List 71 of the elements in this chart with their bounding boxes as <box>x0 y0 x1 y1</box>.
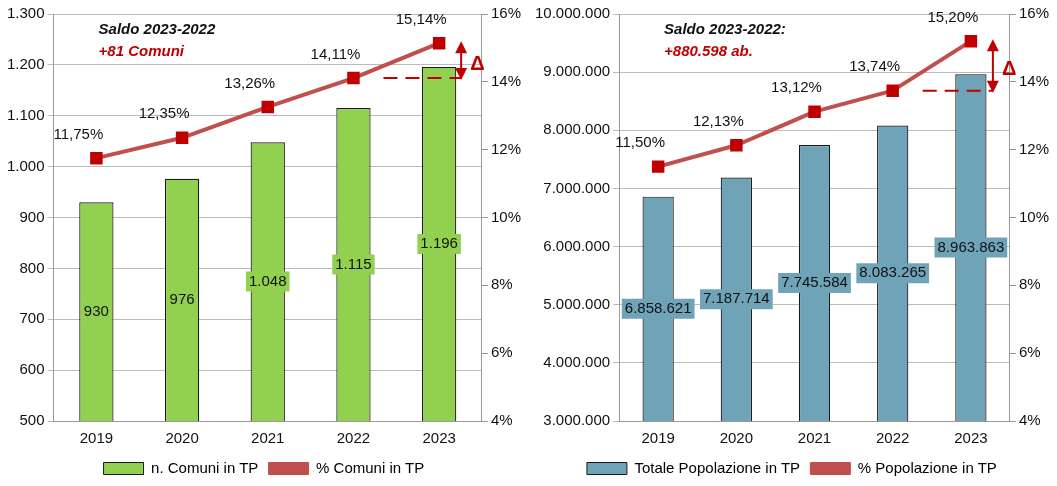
data-label: 976 <box>169 290 195 308</box>
y2-tick-label: 6% <box>1018 343 1041 361</box>
data-label: 7.187.714 <box>702 289 770 307</box>
y-tick-label: 1.300 <box>6 4 45 22</box>
data-label: 8.963.863 <box>937 237 1005 255</box>
data-label: 13,12% <box>771 78 822 96</box>
y2-tick-label: 8% <box>490 275 513 293</box>
data-label: 11,50% <box>615 133 666 151</box>
y-tick-label: 1.000 <box>6 156 45 174</box>
annotation: Δ <box>1001 57 1017 80</box>
data-label: 15,14% <box>395 9 447 27</box>
y-tick-label: 5.000.000 <box>543 294 611 312</box>
data-label: 13,74% <box>849 57 901 75</box>
data-label: 12,35% <box>138 104 190 122</box>
data-label: 930 <box>83 301 109 319</box>
y-tick-label: 9.000.000 <box>543 62 611 80</box>
annotation: Saldo 2023-2022 <box>98 19 216 37</box>
x-tick-label: 2021 <box>251 429 285 447</box>
data-label: 14,11% <box>310 44 361 62</box>
y-tick-label: 600 <box>19 360 45 378</box>
x-tick-label: 2021 <box>797 429 832 447</box>
y2-tick-label: 14% <box>1018 71 1050 89</box>
x-tick-label: 2023 <box>422 429 456 447</box>
y2-tick-label: 12% <box>490 139 522 157</box>
y-tick-label: 1.100 <box>6 105 45 123</box>
x-tick-label: 2023 <box>954 429 988 447</box>
y2-tick-label: 4% <box>490 411 513 429</box>
y2-tick-label: 12% <box>1018 139 1050 157</box>
data-label: 7.745.584 <box>781 273 848 291</box>
x-tick-label: 2019 <box>79 429 114 447</box>
y-tick-label: 700 <box>19 309 45 327</box>
annotation: +81 Comuni <box>98 41 185 59</box>
y-tick-label: 4.000.000 <box>543 353 611 370</box>
data-label: 6.858.621 <box>624 298 692 316</box>
y-tick-label: 500 <box>19 411 45 429</box>
x-tick-label: 2022 <box>876 429 910 447</box>
annotation: Saldo 2023-2022: <box>664 19 786 37</box>
y2-tick-label: 16% <box>1018 4 1050 22</box>
data-label: 1.115 <box>335 254 372 272</box>
y2-tick-label: 10% <box>490 207 522 225</box>
y-tick-label: 8.000.000 <box>543 120 611 138</box>
data-label: 15,20% <box>927 7 979 25</box>
y2-tick-label: 14% <box>490 71 522 89</box>
x-tick-label: 2019 <box>641 429 675 447</box>
x-tick-label: 2020 <box>719 429 754 447</box>
y-tick-label: 7.000.000 <box>543 178 611 196</box>
data-label: 11,75% <box>53 124 104 142</box>
legend-label: Totale Popolazione in TP <box>634 458 801 476</box>
data-label: 1.196 <box>420 234 458 252</box>
x-tick-label: 2022 <box>336 429 371 447</box>
y-tick-label: 6.000.000 <box>543 236 611 254</box>
legend-label: % Popolazione in TP <box>857 458 997 476</box>
annotation: Δ <box>470 52 485 75</box>
data-label: 12,13% <box>692 111 744 129</box>
y-tick-label: 3.000.000 <box>543 411 611 429</box>
data-label: 8.083.265 <box>859 263 927 281</box>
y-tick-label: 1.200 <box>6 55 45 73</box>
y2-tick-label: 6% <box>490 343 513 361</box>
x-tick-label: 2020 <box>165 429 199 447</box>
y2-tick-label: 4% <box>1018 411 1041 429</box>
data-label: 1.048 <box>248 271 287 289</box>
data-label: 13,26% <box>224 73 276 91</box>
y2-tick-label: 8% <box>1018 275 1041 293</box>
legend-label: % Comuni in TP <box>316 458 425 476</box>
y-tick-label: 800 <box>19 258 45 276</box>
y-tick-label: 900 <box>19 207 45 225</box>
y2-tick-label: 16% <box>490 4 522 22</box>
annotation: +880.598 ab. <box>664 41 753 59</box>
legend-label: n. Comuni in TP <box>151 458 259 476</box>
y2-tick-label: 10% <box>1018 207 1050 225</box>
y-tick-label: 10.000.000 <box>535 4 611 22</box>
